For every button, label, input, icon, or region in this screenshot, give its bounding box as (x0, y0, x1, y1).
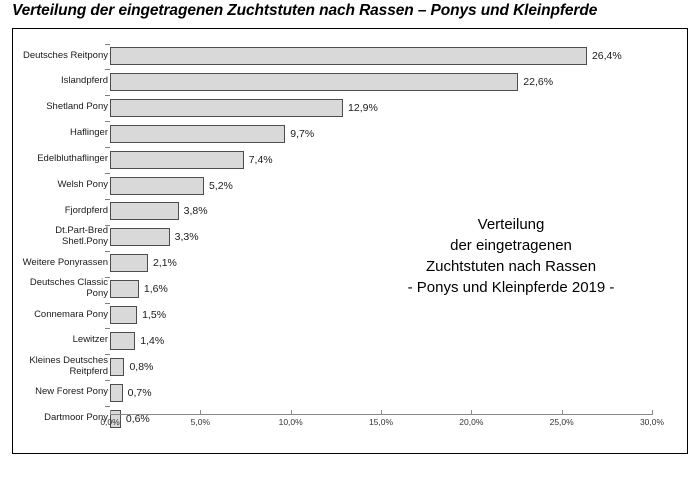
page-title: Verteilung der eingetragenen Zuchtstuten… (12, 2, 598, 19)
category-label: Kleines Deutsches Reitpferd (29, 354, 108, 377)
category-label: Deutsches Classic Pony (29, 277, 108, 300)
bar-value-label: 1,5% (142, 309, 167, 321)
category-label: Dartmoor Pony (44, 412, 108, 424)
category-tick (105, 328, 110, 330)
bar (110, 280, 139, 299)
bar-value-label: 2,1% (152, 257, 177, 270)
category-label: Dt.Part-Bred Shetl.Pony (55, 225, 108, 248)
x-axis-tick (652, 410, 653, 415)
bar-value-label: 12,9% (348, 101, 378, 114)
bar-value-label: 3,3% (174, 231, 199, 244)
bar-value-label: 7,4% (248, 153, 273, 166)
bar (110, 47, 587, 65)
x-axis-tick-label: 10,0% (278, 417, 303, 427)
category-tick (105, 43, 110, 45)
x-axis-tick (471, 410, 473, 415)
bar (110, 228, 170, 247)
bar-value-label: 0,7% (127, 386, 152, 399)
category-tick (105, 173, 110, 174)
x-axis-tick-label: 5,0% (190, 417, 211, 427)
bar-value-label: 5,2% (208, 179, 233, 192)
bar-value-label: 1,4% (140, 334, 165, 347)
bar-value-label: 0,8% (129, 360, 154, 373)
bar (110, 98, 344, 117)
bar-value-label: 9,7% (290, 127, 315, 140)
category-label: Edelbluthaflinger (37, 153, 108, 165)
category-label: Welsh Pony (57, 179, 108, 190)
bar (110, 124, 286, 143)
category-tick (105, 69, 110, 71)
caption-line-1: Verteilung (477, 216, 545, 233)
category-tick (105, 121, 110, 123)
bar (110, 254, 148, 273)
category-label: Connemara Pony (34, 308, 108, 320)
chart-inner-caption: Verteilung der eingetragenen Zuchtstuten… (361, 214, 661, 298)
x-axis-tick (561, 410, 563, 415)
bar-value-label: 1,6% (143, 283, 168, 296)
x-axis-tick-label: 0,0% (100, 417, 120, 427)
category-label: Fjordpferd (64, 204, 108, 216)
bar (110, 72, 519, 91)
bar (110, 306, 138, 324)
x-axis-tick (200, 410, 202, 415)
x-axis-tick-label: 20,0% (459, 417, 484, 427)
category-label: Lewitzer (72, 334, 108, 346)
category-tick (105, 406, 110, 408)
category-tick (105, 354, 110, 356)
chart-frame: Deutsches Reitpony Islandpferd Shetland Po… (12, 28, 688, 454)
category-label: Shetland Pony (46, 101, 108, 113)
category-tick (105, 95, 110, 97)
x-axis-tick (290, 410, 292, 415)
category-tick (105, 198, 110, 200)
bar (110, 383, 123, 402)
category-tick (105, 276, 110, 278)
bar-value-label: 0,6% (125, 412, 150, 425)
category-label: Haflinger (69, 127, 108, 139)
category-tick (105, 147, 110, 149)
category-label: Weitere Ponyrassen (22, 256, 108, 268)
x-axis-tick-label: 30,0% (639, 417, 665, 427)
category-tick (105, 250, 110, 252)
category-label: Deutsches Reitpony (22, 49, 108, 61)
category-tick (105, 380, 110, 382)
x-axis-tick-label: 25,0% (549, 417, 574, 427)
x-axis-tick (381, 410, 382, 415)
bar-value-label: 26,4% (591, 50, 622, 62)
category-label: New Forest Pony (35, 386, 108, 398)
bar-value-label: 3,8% (183, 205, 208, 218)
category-label: Islandpferd (60, 75, 108, 87)
bar (110, 202, 179, 221)
bar (110, 176, 204, 195)
bar (110, 150, 244, 169)
bar (110, 409, 121, 428)
caption-line-3: Zuchtstuten nach Rassen (425, 258, 597, 275)
caption-line-2: der eingetragenen (450, 237, 572, 254)
x-axis-tick-label: 15,0% (368, 417, 394, 427)
bar (110, 357, 125, 376)
caption-line-4: - Ponys und Kleinpferde 2019 - (407, 279, 615, 296)
category-tick (105, 224, 110, 226)
bar-value-label: 22,6% (523, 75, 554, 88)
bar (110, 331, 136, 350)
bar-chart-plot-area: Deutsches Reitpony Islandpferd Shetland Po… (13, 29, 689, 455)
x-axis-tick (110, 410, 111, 415)
category-tick (105, 302, 110, 304)
